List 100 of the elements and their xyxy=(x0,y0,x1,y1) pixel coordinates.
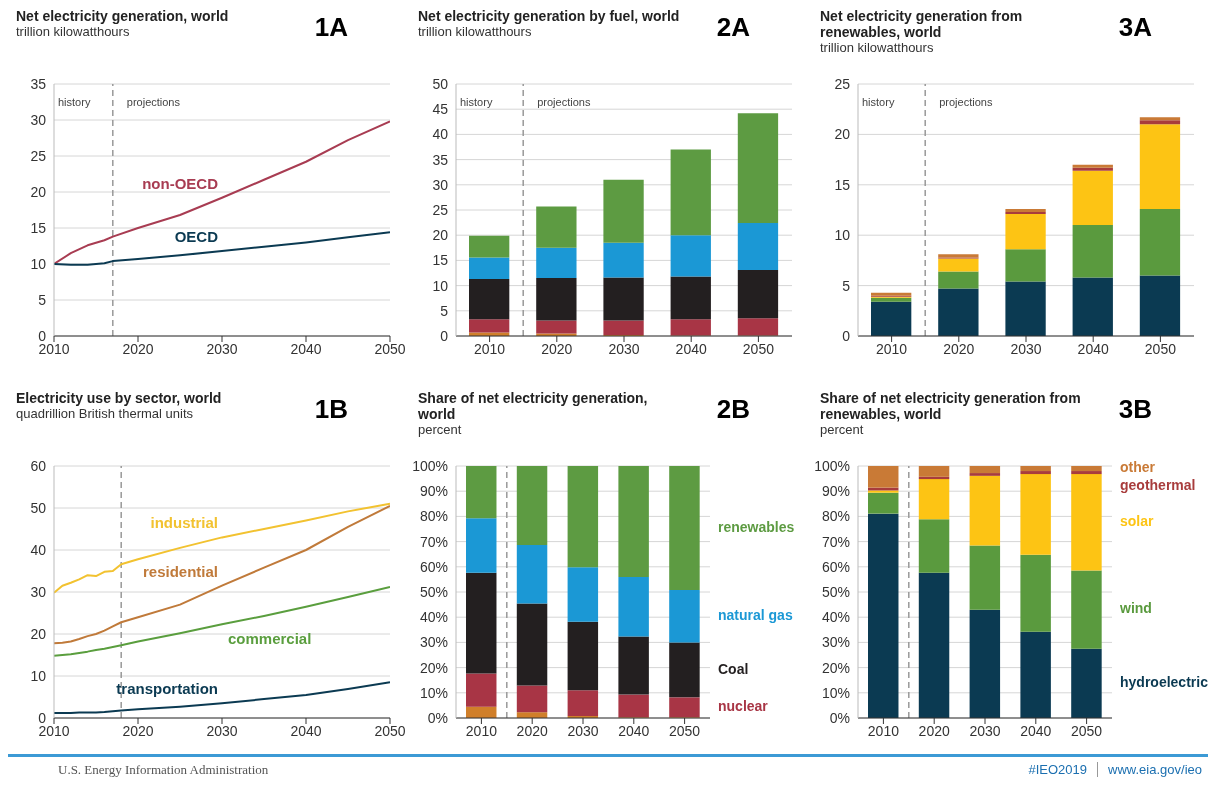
x-tick-label: 2010 xyxy=(465,722,498,739)
x-tick-label: 2020 xyxy=(541,340,573,357)
y-axis-title: percent xyxy=(418,422,463,437)
x-tick-label: 2040 xyxy=(1020,722,1052,739)
y-tick-label: 60% xyxy=(821,558,850,575)
x-tick-label: 2040 xyxy=(290,722,322,739)
y-tick-label: 15 xyxy=(432,252,449,269)
y-tick-label: 70% xyxy=(419,533,448,550)
y-tick-label: 10 xyxy=(30,255,47,272)
x-tick-label: 2030 xyxy=(206,722,238,739)
x-tick-label: 2030 xyxy=(608,340,640,357)
series-label: Coal xyxy=(718,660,749,677)
y-tick-label: 15 xyxy=(30,219,47,236)
annotation: history xyxy=(58,96,91,108)
y-axis-title: percent xyxy=(820,422,865,437)
text: 3B xyxy=(1118,394,1152,425)
y-tick-label: 35 xyxy=(30,75,47,92)
y-tick-label: 0% xyxy=(427,709,448,726)
x-tick-label: 2040 xyxy=(290,340,322,357)
y-axis-title: trillion kilowatthours xyxy=(418,24,533,39)
chart-title: Net electricity generation by fuel, world xyxy=(418,8,681,24)
y-tick-label: 30 xyxy=(30,583,47,600)
x-tick-label: 2020 xyxy=(122,340,154,357)
x-tick-label: 2040 xyxy=(1077,340,1109,357)
x-tick-label: 2040 xyxy=(675,340,707,357)
series-label: commercial xyxy=(228,630,312,648)
series-label: transportation xyxy=(116,680,218,698)
y-tick-label: 30% xyxy=(821,634,850,651)
series-label: hydroelectric xyxy=(1120,674,1208,691)
series-label: renewables xyxy=(718,518,795,535)
y-tick-label: 60% xyxy=(419,558,448,575)
y-tick-label: 50% xyxy=(821,583,850,600)
text: 1B xyxy=(314,394,348,425)
y-tick-label: 20% xyxy=(821,659,850,676)
series-label: geothermal xyxy=(1120,477,1196,494)
y-tick-label: 20 xyxy=(30,183,47,200)
x-tick-label: 2030 xyxy=(567,722,599,739)
x-tick-label: 2020 xyxy=(516,722,548,739)
x-tick-label: 2050 xyxy=(374,340,406,357)
y-tick-label: 20 xyxy=(432,227,449,244)
series-label: nuclear xyxy=(718,697,769,714)
x-tick-label: 2040 xyxy=(618,722,650,739)
series-label: other xyxy=(1120,459,1156,476)
y-tick-label: 100% xyxy=(412,457,448,474)
y-tick-label: 35 xyxy=(432,151,449,168)
chart-title: Share of net electricity generation from renewables, world xyxy=(820,390,1082,422)
y-tick-label: 20 xyxy=(834,126,851,143)
text: 2A xyxy=(716,12,750,43)
y-tick-label: 40 xyxy=(432,126,449,143)
y-tick-label: 5 xyxy=(38,291,47,308)
y-tick-label: 20 xyxy=(30,625,47,642)
y-tick-label: 25 xyxy=(30,147,47,164)
y-tick-label: 100% xyxy=(814,457,850,474)
series-label: solar xyxy=(1120,513,1155,530)
y-tick-label: 5 xyxy=(440,302,449,319)
annotation: projections xyxy=(537,96,591,108)
annotation: history xyxy=(460,96,493,108)
annotation: projections xyxy=(939,96,993,108)
y-tick-label: 5 xyxy=(842,277,851,294)
annotation: projections xyxy=(126,96,181,108)
annotation: history xyxy=(862,96,895,108)
y-tick-label: 10 xyxy=(432,277,449,294)
x-tick-label: 2020 xyxy=(943,340,975,357)
y-tick-label: 50 xyxy=(432,75,449,92)
chart-title: Net electricity generation, world xyxy=(16,8,230,24)
series-label: natural gas xyxy=(718,606,793,623)
x-tick-label: 2050 xyxy=(374,722,406,739)
text: 1A xyxy=(314,12,348,43)
y-tick-label: 0% xyxy=(829,709,850,726)
series-label: industrial xyxy=(150,514,218,532)
x-tick-label: 2050 xyxy=(742,340,775,357)
text: www.eia.gov/ieo xyxy=(1097,762,1208,777)
y-tick-label: 20% xyxy=(419,659,448,676)
y-tick-label: 10% xyxy=(419,684,448,701)
series-label: residential xyxy=(142,562,218,580)
x-tick-label: 2030 xyxy=(1010,340,1042,357)
series-label: wind xyxy=(1119,600,1152,617)
y-tick-label: 80% xyxy=(821,508,850,525)
y-tick-label: 90% xyxy=(419,483,448,500)
y-tick-label: 45 xyxy=(432,101,449,118)
x-tick-label: 2050 xyxy=(1071,722,1103,739)
text: 3A xyxy=(1118,12,1152,43)
y-tick-label: 30 xyxy=(30,111,47,128)
y-tick-label: 0 xyxy=(842,327,851,344)
y-tick-label: 40% xyxy=(419,609,448,626)
chart-title: Share of net electricity generation, world xyxy=(418,390,649,422)
x-tick-label: 2010 xyxy=(474,340,506,357)
y-tick-label: 25 xyxy=(432,201,449,218)
y-axis-title: quadrillion British thermal units xyxy=(16,406,195,421)
y-tick-label: 40 xyxy=(30,541,47,558)
y-axis-title: trillion kilowatthours xyxy=(820,40,935,55)
x-tick-label: 2020 xyxy=(918,722,950,739)
y-tick-label: 10% xyxy=(821,684,850,701)
x-tick-label: 2010 xyxy=(876,340,908,357)
text: U.S. Energy Information Administration xyxy=(57,762,270,778)
x-tick-label: 2030 xyxy=(206,340,238,357)
text: #IEO2019 xyxy=(1027,762,1089,777)
text: 2B xyxy=(716,394,750,425)
y-tick-label: 25 xyxy=(834,75,851,92)
chart-title: Net electricity generation from renewables, world xyxy=(820,8,1024,40)
